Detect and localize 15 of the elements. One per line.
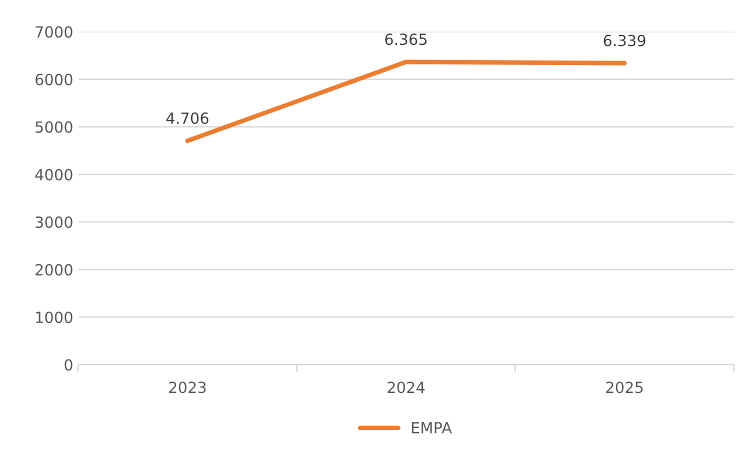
x-tick-label: 2024 [388, 382, 425, 394]
data-label: 4.706 [166, 112, 208, 124]
y-tick-label: 3000 [36, 216, 72, 228]
y-tick-label: 6000 [36, 74, 72, 86]
y-tick-label: 1000 [36, 312, 72, 324]
y-tick-label: 4000 [35, 168, 72, 180]
x-tick-label: 2023 [169, 382, 206, 394]
y-tick-label: 2000 [36, 264, 72, 276]
y-tick-label: 5000 [36, 121, 72, 133]
x-tick-label: 2025 [606, 382, 643, 394]
legend-label: EMPA [412, 422, 452, 434]
data-label: 6.365 [385, 34, 427, 46]
y-tick-label: 7000 [36, 26, 72, 38]
data-label: 6.339 [604, 34, 646, 46]
y-tick-label: 0 [64, 359, 72, 371]
